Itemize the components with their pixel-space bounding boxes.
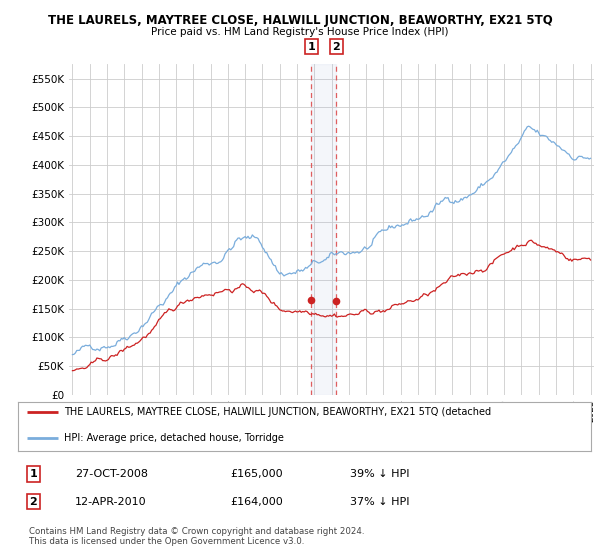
Text: 37% ↓ HPI: 37% ↓ HPI [350,497,410,507]
Bar [311,64,337,395]
Text: £164,000: £164,000 [230,497,283,507]
Text: Price paid vs. HM Land Registry's House Price Index (HPI): Price paid vs. HM Land Registry's House … [151,27,449,37]
Text: 2: 2 [332,41,340,52]
Text: 12-APR-2010: 12-APR-2010 [76,497,147,507]
Text: 1: 1 [307,41,315,52]
Text: £165,000: £165,000 [230,469,283,479]
Text: 1: 1 [29,469,37,479]
Text: This data is licensed under the Open Government Licence v3.0.: This data is licensed under the Open Gov… [29,537,305,546]
Text: THE LAURELS, MAYTREE CLOSE, HALWILL JUNCTION, BEAWORTHY, EX21 5TQ: THE LAURELS, MAYTREE CLOSE, HALWILL JUNC… [47,14,553,27]
Text: HPI: Average price, detached house, Torridge: HPI: Average price, detached house, Torr… [64,433,284,444]
Text: Contains HM Land Registry data © Crown copyright and database right 2024.: Contains HM Land Registry data © Crown c… [29,526,365,535]
Text: THE LAURELS, MAYTREE CLOSE, HALWILL JUNCTION, BEAWORTHY, EX21 5TQ (detached: THE LAURELS, MAYTREE CLOSE, HALWILL JUNC… [64,407,491,417]
Text: 2: 2 [29,497,37,507]
Text: 27-OCT-2008: 27-OCT-2008 [76,469,148,479]
Text: 39% ↓ HPI: 39% ↓ HPI [350,469,410,479]
